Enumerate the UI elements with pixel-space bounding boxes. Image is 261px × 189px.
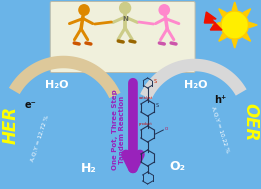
Polygon shape [243, 34, 251, 41]
Text: h⁺: h⁺ [214, 95, 226, 105]
Text: e⁻: e⁻ [24, 100, 36, 110]
Circle shape [119, 2, 131, 14]
Text: catalyst: catalyst [139, 96, 153, 100]
Polygon shape [249, 22, 257, 28]
Text: S: S [156, 103, 159, 108]
Text: N: N [122, 16, 128, 22]
Text: O₂: O₂ [169, 160, 185, 173]
Text: One Pot, Three Step
Tandem Reaction: One Pot, Three Step Tandem Reaction [112, 90, 125, 170]
Text: OER: OER [241, 103, 259, 141]
Text: H₂O: H₂O [45, 80, 68, 90]
Circle shape [158, 4, 170, 16]
Circle shape [221, 11, 248, 39]
FancyBboxPatch shape [50, 2, 195, 73]
Text: product: product [139, 122, 153, 126]
Text: H₂: H₂ [81, 163, 97, 176]
Polygon shape [232, 40, 237, 48]
Text: A.Q.Y = 10.22 %: A.Q.Y = 10.22 % [210, 106, 230, 154]
Polygon shape [212, 22, 220, 28]
Polygon shape [243, 9, 251, 16]
Circle shape [78, 4, 90, 16]
Polygon shape [204, 12, 222, 30]
Text: O: O [164, 127, 168, 131]
Polygon shape [219, 34, 226, 41]
Text: A.Q.Y = 12.72 %: A.Q.Y = 12.72 % [30, 114, 50, 162]
Text: S: S [153, 79, 157, 84]
Polygon shape [232, 2, 237, 10]
Text: H₂O: H₂O [184, 80, 207, 90]
Text: HER: HER [2, 106, 20, 144]
Polygon shape [219, 9, 226, 16]
